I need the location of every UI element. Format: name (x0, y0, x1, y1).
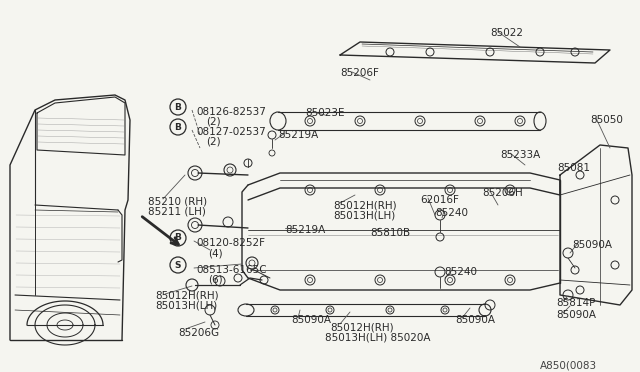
Text: 85013H(LH): 85013H(LH) (155, 301, 217, 311)
Text: 85090A: 85090A (572, 240, 612, 250)
Text: 85013H(LH) 85020A: 85013H(LH) 85020A (325, 332, 431, 342)
Text: 62016F: 62016F (420, 195, 459, 205)
Text: 85810B: 85810B (370, 228, 410, 238)
Text: 85090A: 85090A (556, 310, 596, 320)
Text: 85012H(RH): 85012H(RH) (330, 322, 394, 332)
Text: 85022: 85022 (490, 28, 523, 38)
Text: 85050: 85050 (590, 115, 623, 125)
Text: 85233A: 85233A (500, 150, 540, 160)
Text: 85013H(LH): 85013H(LH) (333, 210, 396, 220)
Text: 85090A: 85090A (291, 315, 331, 325)
Text: 08513-6165C: 08513-6165C (196, 265, 267, 275)
Text: 08127-02537: 08127-02537 (196, 127, 266, 137)
Text: 85210 (RH): 85210 (RH) (148, 196, 207, 206)
Text: (2): (2) (206, 137, 221, 147)
Text: 85814P: 85814P (556, 298, 595, 308)
Text: (6): (6) (208, 275, 223, 285)
Text: 08126-82537: 08126-82537 (196, 107, 266, 117)
Text: 85206F: 85206F (340, 68, 379, 78)
Text: B: B (175, 234, 181, 243)
Text: 85219A: 85219A (285, 225, 325, 235)
Text: 85023E: 85023E (305, 108, 344, 118)
Text: 85206G: 85206G (178, 328, 219, 338)
Text: 85081: 85081 (557, 163, 590, 173)
Text: S: S (175, 260, 181, 269)
Text: 85012H(RH): 85012H(RH) (333, 200, 397, 210)
Text: 85206H: 85206H (482, 188, 523, 198)
Text: 85012H(RH): 85012H(RH) (155, 291, 219, 301)
Text: A850(0083: A850(0083 (540, 360, 597, 370)
Text: 85240: 85240 (444, 267, 477, 277)
Text: 85090A: 85090A (455, 315, 495, 325)
Text: B: B (175, 122, 181, 131)
Text: 85240: 85240 (435, 208, 468, 218)
Text: (4): (4) (208, 248, 223, 258)
Text: 08120-8252F: 08120-8252F (196, 238, 265, 248)
Text: (2): (2) (206, 117, 221, 127)
Text: 85219A: 85219A (278, 130, 318, 140)
Text: 85211 (LH): 85211 (LH) (148, 206, 206, 216)
Text: B: B (175, 103, 181, 112)
